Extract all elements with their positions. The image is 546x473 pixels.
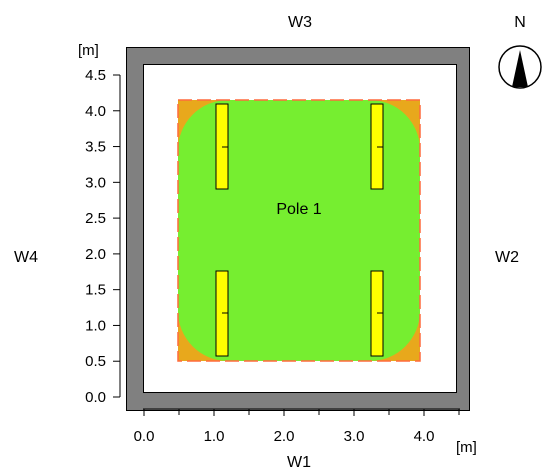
luminaire-bottom-left[interactable] (215, 270, 229, 357)
x-tick-label: 4.0 (414, 428, 435, 445)
x-tick-label: 3.0 (344, 428, 365, 445)
y-tick-label: 0.0 (85, 389, 106, 406)
x-axis-ticks: 0.0 1.0 2.0 3.0 4.0 (134, 409, 460, 445)
compass-label: N (514, 14, 526, 31)
x-tick-label: 1.0 (204, 428, 225, 445)
x-tick-label: 0.0 (134, 428, 155, 445)
wall-label-west: W4 (14, 249, 38, 266)
y-tick-label: 1.5 (85, 282, 106, 299)
wall-label-east: W2 (495, 249, 519, 266)
y-tick-label: 2.0 (85, 246, 106, 263)
field-boundary (177, 99, 421, 362)
x-tick-label: 2.0 (274, 428, 295, 445)
y-tick-label: 4.5 (85, 67, 106, 84)
y-tick-label: 4.0 (85, 103, 106, 120)
luminaire-top-left[interactable] (215, 103, 229, 190)
y-axis-unit: [m] (78, 42, 99, 59)
y-tick-label: 3.5 (85, 139, 106, 156)
y-axis-ticks: 0.0 0.5 1.0 1.5 2.0 2.5 3.0 3.5 4.0 4.5 (85, 67, 120, 406)
y-tick-label: 2.5 (85, 210, 106, 227)
luminaire-top-right[interactable] (370, 103, 384, 190)
luminaire-bottom-right[interactable] (370, 270, 384, 357)
y-tick-label: 1.0 (85, 317, 106, 334)
y-tick-label: 3.0 (85, 174, 106, 191)
pole-label: Pole 1 (276, 201, 321, 218)
y-tick-label: 0.5 (85, 353, 106, 370)
wall-label-south: W1 (287, 454, 311, 471)
x-axis-unit: [m] (456, 439, 477, 456)
playing-field (178, 100, 420, 361)
wall-label-north: W3 (288, 14, 312, 31)
north-arrow-icon (498, 45, 542, 89)
